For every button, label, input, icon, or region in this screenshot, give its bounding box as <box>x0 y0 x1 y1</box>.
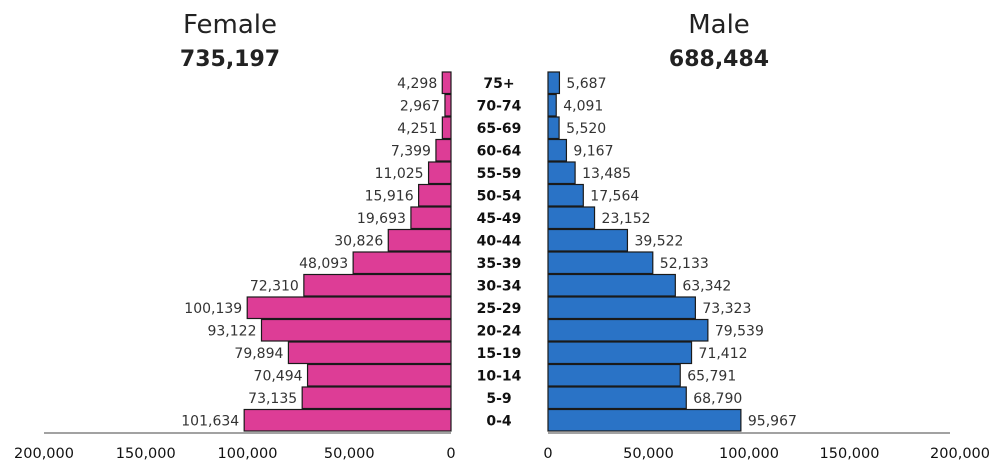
age-label-25-29: 25-29 <box>477 301 522 317</box>
female-bar-60-64 <box>435 138 452 162</box>
female-value-label: 73,135 <box>248 391 297 407</box>
male-bar-50-54 <box>547 183 584 207</box>
female-value-label: 15,916 <box>365 188 414 204</box>
age-label-30-34: 30-34 <box>477 278 522 294</box>
male-value-label: 65,791 <box>687 368 736 384</box>
male-bar-75-plus <box>547 71 561 95</box>
age-group-labels: 75+ 70-74 65-69 60-64 55-59 50-54 45-49 40-44 35… <box>477 76 522 430</box>
female-bar-65-69 <box>441 116 452 140</box>
female-bar-0-4 <box>243 408 452 432</box>
male-value-label: 5,687 <box>566 76 606 92</box>
female-bar-35-39 <box>352 251 452 275</box>
female-value-label: 79,894 <box>234 346 283 362</box>
female-bars: 4,298 2,967 4,251 7,399 11,025 15,916 19,693 30… <box>181 71 452 432</box>
male-axis-tick: 50,000 <box>623 446 674 462</box>
age-label-10-14: 10-14 <box>477 368 522 384</box>
age-label-35-39: 35-39 <box>477 256 522 272</box>
male-total: 688,484 <box>669 47 769 72</box>
male-value-label: 17,564 <box>590 188 639 204</box>
male-bar-30-34 <box>547 273 676 297</box>
age-label-70-74: 70-74 <box>477 98 522 114</box>
male-bar-40-44 <box>547 228 629 252</box>
female-value-label: 100,139 <box>184 301 242 317</box>
female-value-label: 19,693 <box>357 211 406 227</box>
age-label-15-19: 15-19 <box>477 346 522 362</box>
female-value-label: 2,967 <box>400 98 440 114</box>
male-bars: 5,687 4,091 5,520 9,167 13,485 17,564 23,152 39… <box>547 71 797 432</box>
male-value-label: 71,412 <box>699 346 748 362</box>
male-value-label: 5,520 <box>566 121 606 137</box>
age-label-65-69: 65-69 <box>477 121 522 137</box>
female-bar-55-59 <box>427 161 452 185</box>
male-bar-25-29 <box>547 296 696 320</box>
female-bar-20-24 <box>260 318 452 342</box>
female-value-label: 4,251 <box>397 121 437 137</box>
female-bar-5-9 <box>301 386 452 410</box>
female-value-label: 4,298 <box>397 76 437 92</box>
male-bar-60-64 <box>547 138 568 162</box>
male-bar-55-59 <box>547 161 576 185</box>
male-value-label: 52,133 <box>660 256 709 272</box>
female-bar-40-44 <box>387 228 452 252</box>
male-bar-45-49 <box>547 206 596 230</box>
age-label-60-64: 60-64 <box>477 143 522 159</box>
male-bar-70-74 <box>547 93 557 117</box>
female-bar-30-34 <box>303 273 452 297</box>
female-bar-50-54 <box>418 183 452 207</box>
female-axis-tick: 0 <box>446 446 455 462</box>
male-value-label: 39,522 <box>634 233 683 249</box>
male-bar-35-39 <box>547 251 654 275</box>
age-label-55-59: 55-59 <box>477 166 522 182</box>
male-value-label: 79,539 <box>715 323 764 339</box>
female-value-label: 93,122 <box>207 323 256 339</box>
male-value-label: 63,342 <box>682 278 731 294</box>
female-bar-10-14 <box>306 363 452 387</box>
female-bar-70-74 <box>444 93 452 117</box>
male-axis-tick: 100,000 <box>719 446 779 462</box>
female-value-label: 7,399 <box>391 143 431 159</box>
male-axis-tick: 0 <box>543 446 552 462</box>
male-bar-15-19 <box>547 341 693 365</box>
female-axis-tick: 200,000 <box>14 446 74 462</box>
male-header: Male <box>688 10 750 40</box>
male-bar-10-14 <box>547 363 681 387</box>
female-bar-75-plus <box>441 71 452 95</box>
female-bar-25-29 <box>246 296 452 320</box>
female-value-label: 30,826 <box>334 233 383 249</box>
male-axis-tick: 200,000 <box>930 446 990 462</box>
age-label-45-49: 45-49 <box>477 211 522 227</box>
female-value-label: 101,634 <box>181 413 239 429</box>
male-bar-0-4 <box>547 408 742 432</box>
female-value-label: 48,093 <box>299 256 348 272</box>
axis-ticks: 200,000 150,000 100,000 50,000 0 0 50,000 100,0… <box>14 432 990 462</box>
male-axis-tick: 150,000 <box>820 446 880 462</box>
age-label-0-4: 0-4 <box>486 413 512 429</box>
male-value-label: 9,167 <box>573 143 613 159</box>
age-label-40-44: 40-44 <box>477 233 522 249</box>
male-value-label: 4,091 <box>563 98 603 114</box>
female-bar-45-49 <box>410 206 452 230</box>
female-value-label: 70,494 <box>254 368 303 384</box>
female-axis-tick: 50,000 <box>324 446 375 462</box>
female-total: 735,197 <box>180 47 280 72</box>
male-bar-5-9 <box>547 386 687 410</box>
female-axis-tick: 100,000 <box>218 446 278 462</box>
age-label-50-54: 50-54 <box>477 188 522 204</box>
age-label-20-24: 20-24 <box>477 323 522 339</box>
female-value-label: 11,025 <box>375 166 424 182</box>
male-value-label: 68,790 <box>693 391 742 407</box>
female-bar-15-19 <box>287 341 452 365</box>
male-value-label: 95,967 <box>748 413 797 429</box>
male-bar-65-69 <box>547 116 560 140</box>
age-label-75-plus: 75+ <box>483 76 514 92</box>
male-value-label: 13,485 <box>582 166 631 182</box>
age-label-5-9: 5-9 <box>486 391 511 407</box>
female-header: Female <box>183 10 277 40</box>
male-bar-20-24 <box>547 318 709 342</box>
male-value-label: 23,152 <box>602 211 651 227</box>
female-axis-tick: 150,000 <box>116 446 176 462</box>
female-value-label: 72,310 <box>250 278 299 294</box>
male-value-label: 73,323 <box>702 301 751 317</box>
